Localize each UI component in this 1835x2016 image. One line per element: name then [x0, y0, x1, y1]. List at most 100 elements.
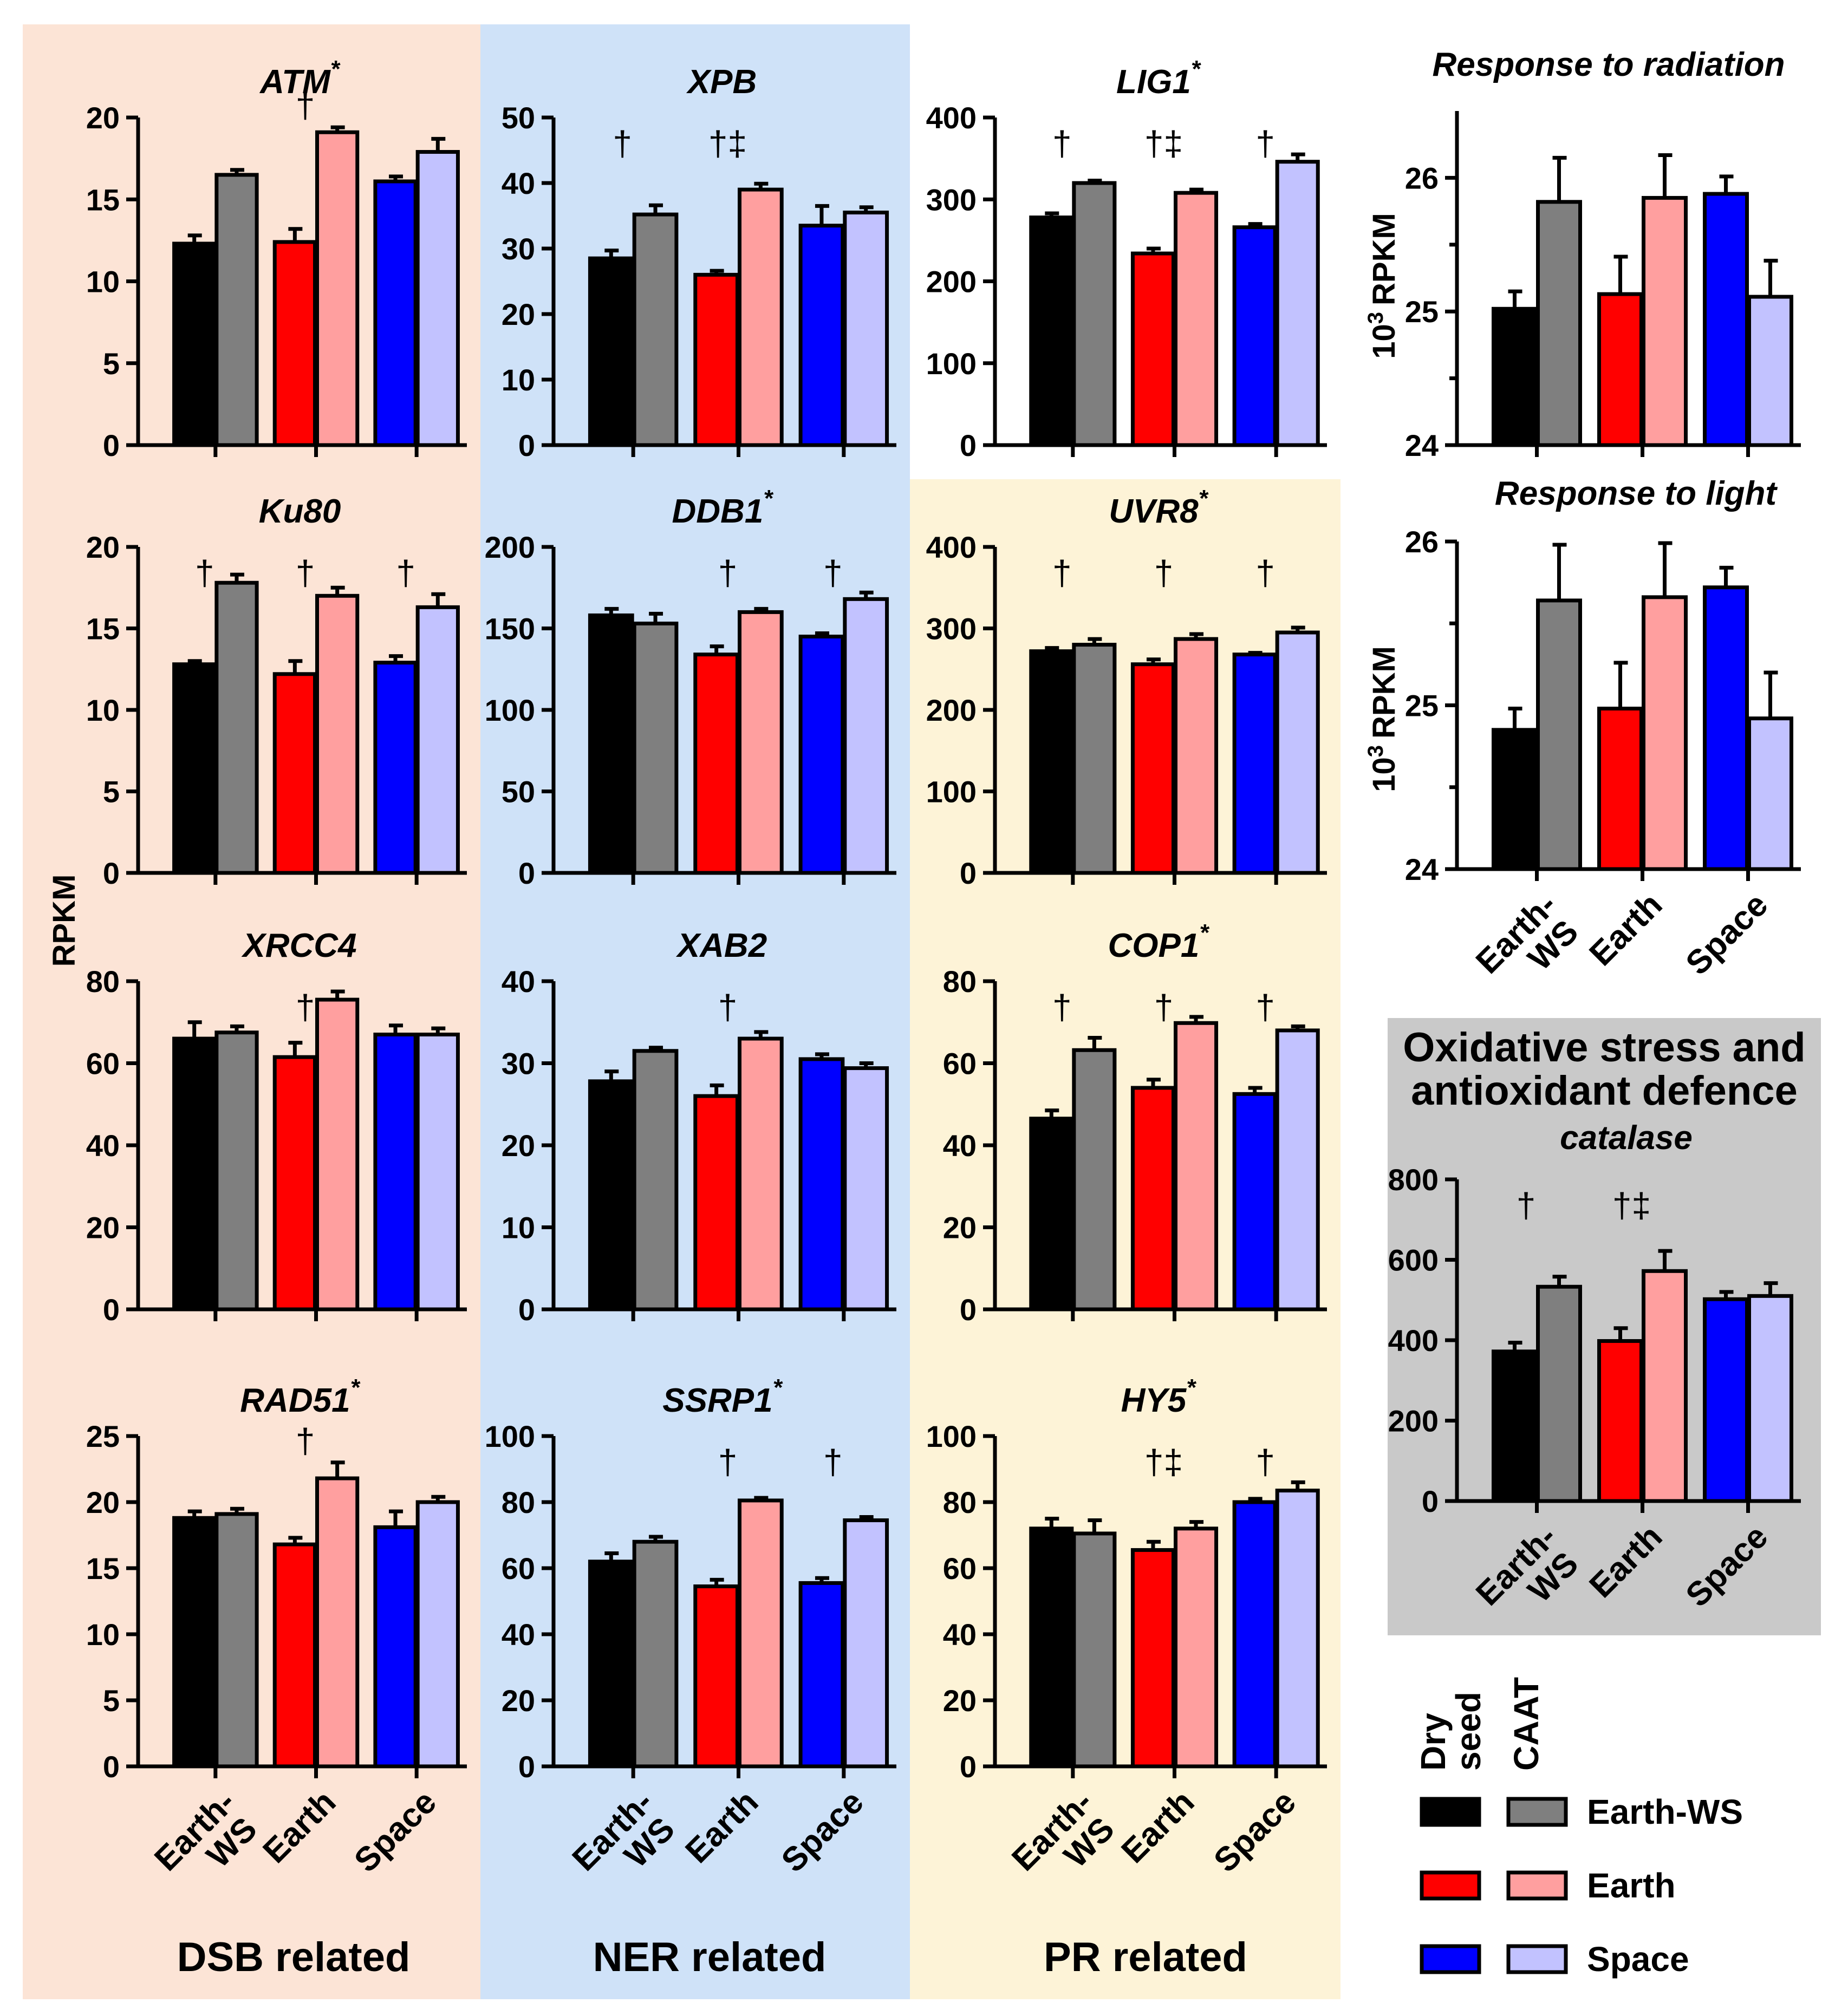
legend-label-earth-ws: Earth-WS: [1587, 1792, 1743, 1831]
rad51-ytick-label: 10: [86, 1617, 120, 1652]
xrcc4-bar-space-caat: [415, 1032, 460, 1312]
legend-swatch-dry-earth: [1420, 1870, 1481, 1901]
atm-bar-earth-caat: [315, 130, 360, 447]
rad51-ytick-label: 20: [86, 1485, 120, 1519]
ssrp1-ytick-label: 100: [485, 1419, 535, 1453]
xrcc4-bar-earth-ws-dry: [172, 1036, 217, 1312]
chart-uvr8: † † † 0 100 200 300 400 UVR8*: [926, 485, 1327, 890]
rad51-bar-space-dry: [373, 1525, 418, 1769]
legend-header-caat: CAAT: [1507, 1677, 1546, 1771]
radiation-bar-earth-ws-dry: [1492, 306, 1538, 447]
lig1-significance-space: †: [1255, 124, 1275, 163]
radiation-y-label-unit: RPKM: [1367, 213, 1402, 305]
rad51-bar-space-caat: [415, 1500, 460, 1769]
ddb1-ytick-label: 50: [502, 775, 535, 809]
rad51-ytick-label: 5: [103, 1684, 120, 1718]
ku80-ytick-label: 15: [86, 612, 120, 646]
catalase-bar-earth-ws-caat: [1536, 1284, 1582, 1503]
xrcc4-bar-earth-ws-caat: [214, 1030, 259, 1312]
xrcc4-ytick-label: 0: [103, 1293, 120, 1327]
rad51-bar-earth-ws-caat: [214, 1512, 259, 1769]
uvr8-significance-earth-ws: †: [1052, 553, 1072, 592]
catalase-ytick-label: 0: [1422, 1484, 1439, 1518]
xab2-ytick-label: 20: [502, 1128, 535, 1163]
xpb-ytick-label: 50: [502, 101, 535, 135]
light-xcat-label-1-0: Earth: [1583, 886, 1670, 973]
xpb-ytick-label: 10: [502, 363, 535, 397]
chart-xab2: † 0 10 20 30 40 XAB2: [502, 927, 896, 1327]
hy5-bar-earth-dry: [1130, 1548, 1176, 1769]
atm-title-star: *: [330, 56, 341, 82]
legend-swatch-caat-space: [1506, 1944, 1568, 1974]
lig1-bar-earth-ws-dry: [1029, 216, 1074, 447]
cop1-ytick-label: 20: [943, 1211, 977, 1245]
chart-radiation: 24 25 26 Response to radiation: [1405, 46, 1801, 462]
radiation-y-label-exponent: 3: [1364, 312, 1388, 324]
chart-catalase: † †‡ 0 200 400 600 800 catalase: [1388, 1119, 1801, 1518]
radiation-y-label-base: 10: [1367, 324, 1402, 359]
lig1-ytick-label: 400: [926, 101, 977, 135]
xab2-bar-earth-caat: [738, 1036, 784, 1312]
cop1-title-star: *: [1199, 919, 1209, 946]
xab2-bar-space-caat: [843, 1066, 889, 1312]
ssrp1-ytick-label: 80: [502, 1485, 535, 1519]
xrcc4-bar-space-dry: [373, 1032, 418, 1312]
rad51-ytick-label: 0: [103, 1750, 120, 1784]
ssrp1-ytick-label: 40: [502, 1617, 535, 1652]
chart-atm: † 0 5 10 15 20 ATM*: [86, 56, 467, 462]
light-bar-earth-ws-caat: [1536, 598, 1582, 871]
cop1-significance-earth: †: [1154, 988, 1174, 1027]
xrcc4-ytick-label: 80: [86, 964, 120, 999]
xab2-ytick-label: 30: [502, 1047, 535, 1081]
atm-title: ATM*: [259, 56, 341, 101]
hy5-ytick-label: 40: [943, 1617, 977, 1652]
ddb1-ytick-label: 150: [485, 612, 535, 646]
catalase-ytick-label: 600: [1388, 1243, 1439, 1277]
ku80-title: Ku80: [259, 493, 341, 530]
catalase-bar-earth-caat: [1642, 1269, 1688, 1503]
xpb-bar-space-dry: [798, 224, 845, 447]
xrcc4-bar-earth-caat: [315, 997, 360, 1312]
ssrp1-bar-space-caat: [843, 1518, 889, 1769]
lig1-significance-earth: †‡: [1144, 124, 1183, 163]
atm-ytick-label: 10: [86, 265, 120, 299]
ku80-significance-space: †: [396, 553, 415, 592]
cop1-ytick-label: 80: [943, 964, 977, 999]
oxidative-group-label-line2: antioxidant defence: [1411, 1068, 1798, 1114]
xpb-significance-earth: †‡: [708, 124, 747, 163]
chart-rad51: † 0 5 10 15 20 25 RAD51*: [86, 1374, 467, 1784]
catalase-bar-earth-dry: [1597, 1339, 1643, 1503]
cop1-significance-space: †: [1255, 988, 1275, 1027]
radiation-bar-earth-dry: [1597, 292, 1643, 447]
legend-label-earth: Earth: [1587, 1866, 1676, 1905]
chart-ddb1: † † 0 50 100 150 200 DDB1*: [485, 485, 896, 890]
xpb-ytick-label: 30: [502, 232, 535, 266]
xpb-ytick-label: 0: [518, 428, 535, 462]
catalase-significance-earth-ws: †: [1517, 1186, 1536, 1225]
light-y-label-unit: RPKM: [1367, 646, 1402, 739]
ku80-ytick-label: 0: [103, 856, 120, 890]
light-bar-space-caat: [1747, 716, 1793, 871]
catalase-ytick-label: 400: [1388, 1323, 1439, 1358]
atm-significance-earth: †: [296, 86, 315, 125]
xrcc4-bar-earth-dry: [272, 1055, 317, 1312]
radiation-bar-earth-ws-caat: [1536, 200, 1582, 447]
ddb1-title-star: *: [763, 485, 773, 512]
ku80-significance-earth-ws: †: [195, 553, 214, 592]
ssrp1-bar-earth-caat: [738, 1498, 784, 1769]
uvr8-ytick-label: 0: [960, 856, 977, 890]
ssrp1-bar-earth-dry: [693, 1584, 740, 1769]
cop1-bar-space-caat: [1275, 1028, 1320, 1312]
atm-bar-space-caat: [415, 150, 460, 447]
xab2-bar-earth-ws-caat: [632, 1049, 679, 1312]
shared-y-axis-label: RPKM: [47, 875, 82, 967]
legend-header-dry-line2: seed: [1449, 1692, 1488, 1771]
cop1-ytick-label: 40: [943, 1128, 977, 1163]
lig1-bar-earth-dry: [1130, 251, 1176, 447]
hy5-ytick-label: 20: [943, 1684, 977, 1718]
ssrp1-bar-earth-ws-caat: [632, 1539, 679, 1769]
ddb1-title: DDB1*: [672, 485, 774, 530]
oxidative-group-label-line1: Oxidative stress and: [1403, 1025, 1805, 1071]
lig1-ytick-label: 100: [926, 347, 977, 381]
